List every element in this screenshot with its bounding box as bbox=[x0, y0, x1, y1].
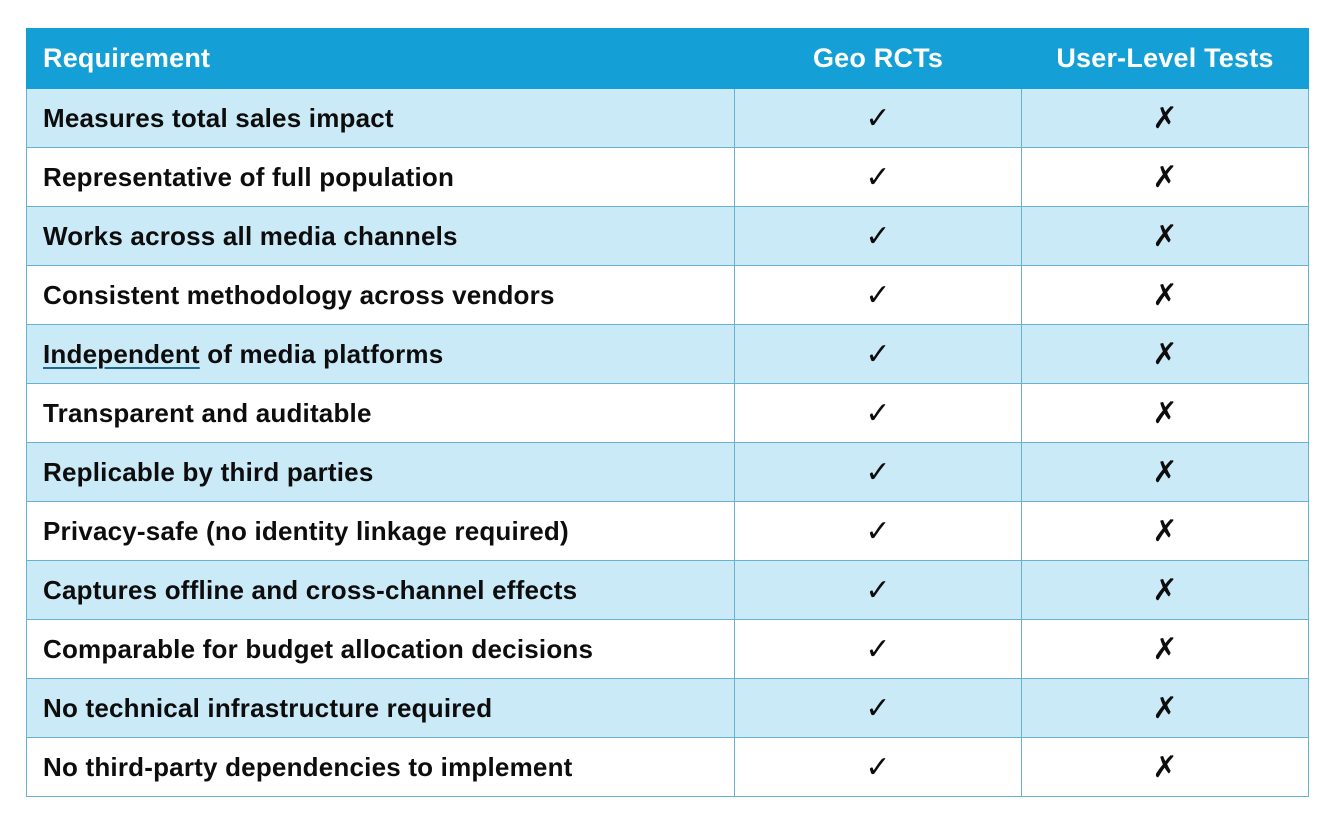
requirement-cell: Transparent and auditable bbox=[26, 383, 735, 443]
header-user-level-tests: User-Level Tests bbox=[1021, 28, 1309, 89]
underlined-term: Independent bbox=[43, 338, 200, 369]
requirement-cell: Replicable by third parties bbox=[26, 442, 735, 502]
table-row: Independent of media platforms ✓ ✗ bbox=[26, 324, 1309, 384]
geo-rcts-mark: ✓ bbox=[734, 265, 1022, 325]
geo-rcts-mark: ✓ bbox=[734, 206, 1022, 266]
geo-rcts-mark: ✓ bbox=[734, 678, 1022, 738]
table-row: No technical infrastructure required ✓ ✗ bbox=[26, 678, 1309, 738]
header-row: Requirement Geo RCTs User-Level Tests bbox=[26, 28, 1309, 89]
table-row: Comparable for budget allocation decisio… bbox=[26, 619, 1309, 679]
table-row: Consistent methodology across vendors ✓ ✗ bbox=[26, 265, 1309, 325]
requirement-cell: Representative of full population bbox=[26, 147, 735, 207]
requirement-cell: Works across all media channels bbox=[26, 206, 735, 266]
comparison-table: Requirement Geo RCTs User-Level Tests Me… bbox=[26, 28, 1309, 797]
geo-rcts-mark: ✓ bbox=[734, 560, 1022, 620]
user-level-tests-mark: ✗ bbox=[1021, 560, 1309, 620]
user-level-tests-mark: ✗ bbox=[1021, 442, 1309, 502]
geo-rcts-mark: ✓ bbox=[734, 442, 1022, 502]
requirement-cell: Privacy-safe (no identity linkage requir… bbox=[26, 501, 735, 561]
user-level-tests-mark: ✗ bbox=[1021, 737, 1309, 797]
table-row: Captures offline and cross-channel effec… bbox=[26, 560, 1309, 620]
user-level-tests-mark: ✗ bbox=[1021, 88, 1309, 148]
requirement-cell: Comparable for budget allocation decisio… bbox=[26, 619, 735, 679]
user-level-tests-mark: ✗ bbox=[1021, 619, 1309, 679]
header-requirement: Requirement bbox=[26, 28, 735, 89]
table-row: Representative of full population ✓ ✗ bbox=[26, 147, 1309, 207]
user-level-tests-mark: ✗ bbox=[1021, 678, 1309, 738]
user-level-tests-mark: ✗ bbox=[1021, 206, 1309, 266]
geo-rcts-mark: ✓ bbox=[734, 88, 1022, 148]
user-level-tests-mark: ✗ bbox=[1021, 501, 1309, 561]
requirement-cell: Captures offline and cross-channel effec… bbox=[26, 560, 735, 620]
requirement-cell: Measures total sales impact bbox=[26, 88, 735, 148]
user-level-tests-mark: ✗ bbox=[1021, 324, 1309, 384]
table-row: Works across all media channels ✓ ✗ bbox=[26, 206, 1309, 266]
table-body: Measures total sales impact ✓ ✗ Representat… bbox=[26, 88, 1309, 797]
requirement-cell: No third-party dependencies to implement bbox=[26, 737, 735, 797]
table-row: Measures total sales impact ✓ ✗ bbox=[26, 88, 1309, 148]
user-level-tests-mark: ✗ bbox=[1021, 383, 1309, 443]
requirement-cell: Independent of media platforms bbox=[26, 324, 735, 384]
table-row: Transparent and auditable ✓ ✗ bbox=[26, 383, 1309, 443]
geo-rcts-mark: ✓ bbox=[734, 737, 1022, 797]
geo-rcts-mark: ✓ bbox=[734, 501, 1022, 561]
table-row: Replicable by third parties ✓ ✗ bbox=[26, 442, 1309, 502]
geo-rcts-mark: ✓ bbox=[734, 383, 1022, 443]
user-level-tests-mark: ✗ bbox=[1021, 265, 1309, 325]
geo-rcts-mark: ✓ bbox=[734, 324, 1022, 384]
geo-rcts-mark: ✓ bbox=[734, 619, 1022, 679]
table-row: Privacy-safe (no identity linkage requir… bbox=[26, 501, 1309, 561]
requirement-cell: Consistent methodology across vendors bbox=[26, 265, 735, 325]
header-geo-rcts: Geo RCTs bbox=[734, 28, 1022, 89]
user-level-tests-mark: ✗ bbox=[1021, 147, 1309, 207]
table-row: No third-party dependencies to implement… bbox=[26, 737, 1309, 797]
requirement-cell: No technical infrastructure required bbox=[26, 678, 735, 738]
geo-rcts-mark: ✓ bbox=[734, 147, 1022, 207]
